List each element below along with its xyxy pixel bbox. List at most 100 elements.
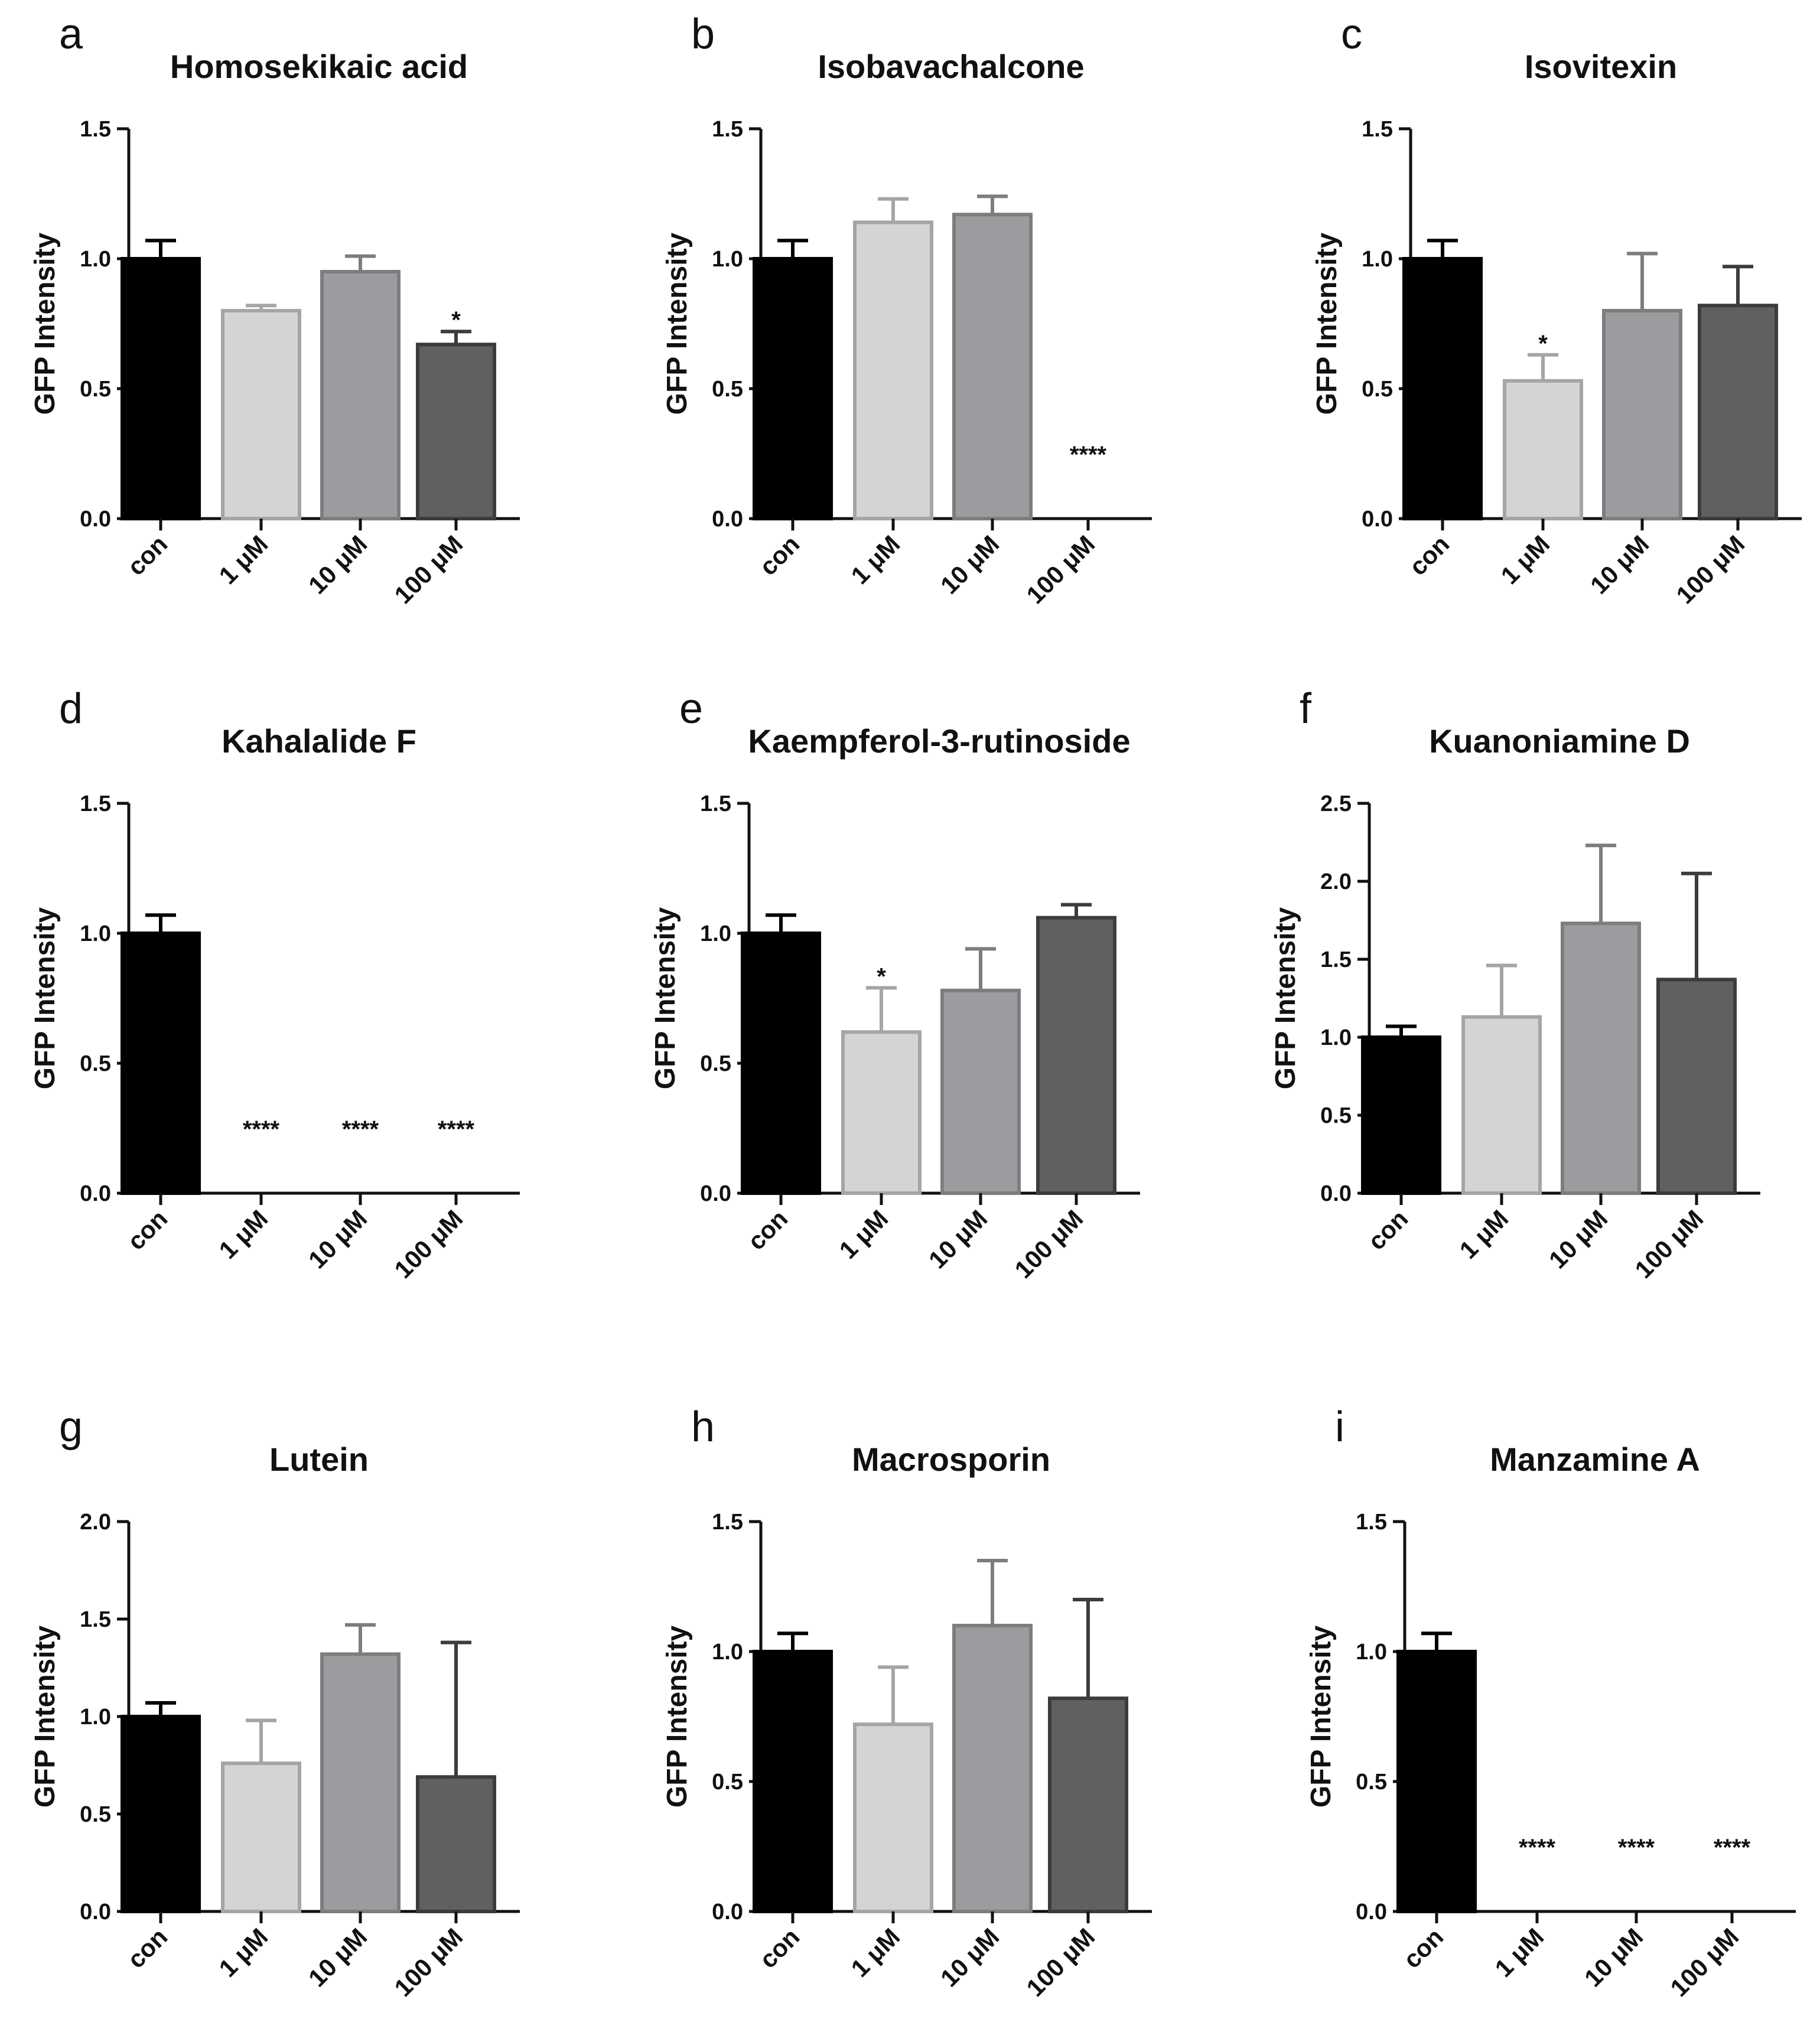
bar <box>741 932 821 1195</box>
x-category-label: 1 μM <box>834 1204 893 1264</box>
y-axis-label: GFP Intensity <box>662 232 693 415</box>
y-tick-label: 0.0 <box>712 1900 743 1924</box>
x-category-label: con <box>122 530 172 581</box>
panel-letter: e <box>679 685 703 732</box>
chart-title: Isovitexin <box>1525 48 1677 85</box>
y-axis-label: GFP Intensity <box>650 907 681 1089</box>
x-category-label: 1 μM <box>1454 1204 1513 1264</box>
panel-letter: g <box>59 1403 83 1451</box>
panel-letter: d <box>59 685 83 732</box>
y-tick-label: 0.0 <box>80 1900 111 1924</box>
x-category-label: 10 μM <box>935 530 1004 599</box>
y-tick-label: 1.5 <box>80 117 111 142</box>
y-axis-label: GFP Intensity <box>30 232 61 415</box>
y-tick-label: 1.0 <box>1362 247 1393 272</box>
x-category-label: 1 μM <box>845 1923 905 1982</box>
y-axis-label: GFP Intensity <box>1305 1625 1337 1807</box>
bar <box>1602 309 1682 520</box>
y-axis-label: GFP Intensity <box>30 1625 61 1807</box>
y-tick-label: 2.0 <box>80 1510 111 1535</box>
panel-letter: h <box>691 1403 715 1451</box>
bar <box>221 1761 301 1914</box>
significance-marker: **** <box>342 1116 379 1142</box>
y-tick-label: 0.5 <box>80 1802 111 1827</box>
y-axis-label: GFP Intensity <box>30 907 61 1089</box>
y-tick-label: 0.5 <box>80 1051 111 1076</box>
y-tick-label: 1.5 <box>1320 947 1352 972</box>
x-category-label: con <box>1404 530 1454 581</box>
y-tick-label: 0.0 <box>1320 1181 1352 1206</box>
bar <box>121 1715 201 1913</box>
significance-marker: * <box>877 963 886 989</box>
chart-panel-f: f Kuanoniamine D GFP Intensity 0.0 0.5 1.0 1.5… <box>1270 685 1760 1284</box>
y-axis-label: GFP Intensity <box>662 1625 693 1807</box>
x-category-label: 10 μM <box>1579 1923 1648 1992</box>
bar <box>1656 978 1737 1195</box>
significance-marker: **** <box>1618 1835 1655 1861</box>
y-tick-label: 0.0 <box>1356 1900 1387 1924</box>
bar <box>753 1650 833 1913</box>
x-category-label: 100 μM <box>1009 1204 1088 1284</box>
y-tick-label: 1.0 <box>712 1640 743 1665</box>
bar <box>320 270 401 520</box>
y-tick-label: 1.0 <box>1356 1640 1387 1665</box>
y-tick-label: 1.5 <box>712 1510 743 1535</box>
chart-title: Homosekikaic acid <box>170 48 468 85</box>
x-category-label: 100 μM <box>1629 1204 1708 1284</box>
x-category-label: 1 μM <box>1495 530 1555 590</box>
bar <box>952 1624 1033 1913</box>
x-category-label: con <box>754 530 805 581</box>
bar <box>853 1722 933 1913</box>
significance-marker: **** <box>438 1116 475 1142</box>
y-tick-label: 0.5 <box>1356 1770 1387 1794</box>
bar <box>221 309 301 520</box>
y-tick-label: 1.5 <box>80 1607 111 1632</box>
y-tick-label: 2.0 <box>1320 869 1352 894</box>
x-category-label: con <box>742 1204 793 1255</box>
chart-title: Macrosporin <box>852 1441 1050 1478</box>
x-category-label: 1 μM <box>213 1204 273 1264</box>
y-tick-label: 0.0 <box>80 1181 111 1206</box>
y-tick-label: 1.5 <box>1362 117 1393 142</box>
chart-panel-i: i Manzamine A GFP Intensity 0.0 0.5 1.0 1.5 con… <box>1305 1403 1796 2002</box>
significance-marker: * <box>1538 331 1548 357</box>
y-tick-label: 1.0 <box>80 921 111 946</box>
chart-panel-d: d Kahalalide F GFP Intensity 0.0 0.5 1.0 1.5 co… <box>30 685 520 1284</box>
y-axis-label: GFP Intensity <box>1311 232 1343 415</box>
chart-panel-e: e Kaempferol-3-rutinoside GFP Intensity 0.0… <box>650 685 1140 1284</box>
bar <box>320 1652 401 1913</box>
y-tick-label: 0.5 <box>712 1770 743 1794</box>
y-tick-label: 0.0 <box>700 1181 731 1206</box>
y-tick-label: 0.5 <box>700 1051 731 1076</box>
chart-panel-b: b Isobavachalcone GFP Intensity 0.0 0.5 1.0 1.… <box>662 11 1152 609</box>
chart-title: Manzamine A <box>1490 1441 1700 1478</box>
x-category-label: 100 μM <box>1665 1923 1744 2002</box>
x-category-label: 100 μM <box>1021 1923 1100 2002</box>
x-category-label: 10 μM <box>923 1204 992 1274</box>
x-category-label: con <box>1398 1923 1448 1973</box>
bar <box>853 220 933 520</box>
x-category-label: 10 μM <box>303 1204 372 1274</box>
chart-panel-g: g Lutein GFP Intensity 0.0 0.5 1.0 1.5 2.0 con 1 … <box>30 1403 520 2002</box>
bar <box>952 213 1033 520</box>
y-axis-label: GFP Intensity <box>1270 907 1301 1089</box>
bar <box>1698 304 1778 520</box>
y-tick-label: 0.0 <box>80 507 111 532</box>
y-tick-label: 1.0 <box>80 247 111 272</box>
x-category-label: 100 μM <box>1671 530 1750 609</box>
y-tick-label: 0.5 <box>712 377 743 402</box>
bar <box>416 1775 496 1913</box>
x-category-label: 10 μM <box>935 1923 1004 1992</box>
y-tick-label: 1.0 <box>712 247 743 272</box>
x-category-label: 10 μM <box>303 530 372 599</box>
x-category-label: 1 μM <box>845 530 905 590</box>
bar <box>1396 1650 1477 1913</box>
y-tick-label: 1.0 <box>700 921 731 946</box>
bar <box>121 257 201 520</box>
x-category-label: 1 μM <box>213 1923 273 1982</box>
bar <box>1561 921 1641 1195</box>
bar <box>841 1030 922 1195</box>
y-tick-label: 1.0 <box>80 1705 111 1730</box>
significance-marker: * <box>451 307 461 333</box>
significance-marker: **** <box>1519 1835 1556 1861</box>
